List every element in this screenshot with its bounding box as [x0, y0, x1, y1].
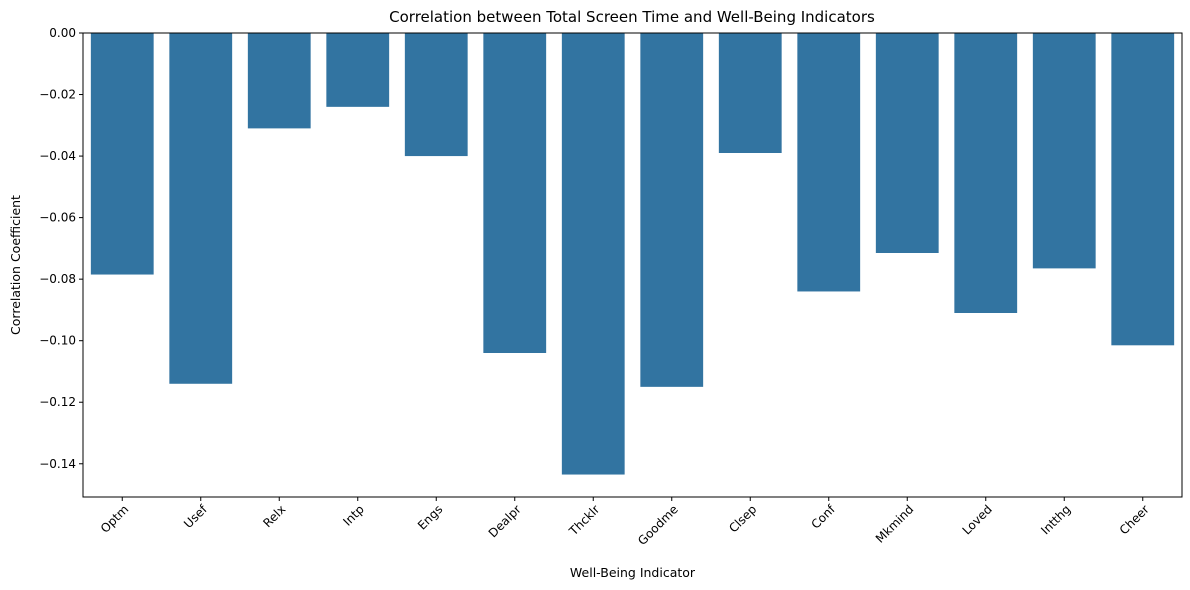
bar-intp: [326, 33, 390, 107]
x-tick-label: Conf: [808, 502, 838, 532]
bar-conf: [797, 33, 861, 292]
y-tick-label: −0.10: [39, 334, 76, 348]
bar-optm: [90, 33, 154, 275]
bar-relx: [247, 33, 311, 129]
bar-mkmind: [875, 33, 939, 253]
x-tick-label: Cheer: [1117, 502, 1152, 537]
x-tick-label: Clsep: [726, 502, 759, 535]
y-tick-label: −0.06: [39, 211, 76, 225]
y-tick-label: −0.08: [39, 272, 76, 286]
x-tick-label: Mkmind: [873, 502, 917, 546]
x-tick-label: Relx: [260, 502, 288, 530]
y-tick-label: −0.12: [39, 395, 76, 409]
y-axis-label: Correlation Coefficient: [8, 195, 23, 335]
bar-engs: [404, 33, 468, 157]
y-tick-label: −0.04: [39, 149, 76, 163]
bar-intthg: [1032, 33, 1096, 269]
x-tick-label: Loved: [960, 502, 995, 537]
bar-cheer: [1111, 33, 1175, 346]
y-tick-label: −0.02: [39, 88, 76, 102]
x-tick-label: Intthg: [1038, 502, 1073, 537]
x-tick-label: Intp: [340, 502, 366, 528]
x-tick-label: Thcklr: [566, 502, 603, 539]
bar-clsep: [718, 33, 782, 153]
chart-title: Correlation between Total Screen Time an…: [389, 8, 875, 26]
y-tick-label: −0.14: [39, 457, 76, 471]
bar-dealpr: [483, 33, 547, 353]
bars-group: [90, 33, 1175, 475]
y-tick-label: 0.00: [49, 26, 76, 40]
bar-thcklr: [561, 33, 625, 475]
x-tick-label: Optm: [98, 502, 132, 536]
x-tick-label: Dealpr: [486, 502, 524, 540]
bar-usef: [169, 33, 233, 384]
x-axis: Optm Usef Relx Intp Engs Dealpr Thcklr Goodme Cl…: [98, 497, 1152, 548]
bar-goodme: [640, 33, 704, 387]
x-tick-label: Usef: [181, 502, 210, 531]
bar-loved: [954, 33, 1018, 313]
y-axis: 0.00 −0.02 −0.04 −0.06 −0.08 −0.10 −0.12 −0.14: [39, 26, 83, 471]
plot-frame: [82, 32, 1183, 498]
x-axis-label: Well-Being Indicator: [570, 565, 696, 580]
x-tick-label: Engs: [415, 502, 445, 532]
x-tick-label: Goodme: [635, 502, 681, 548]
